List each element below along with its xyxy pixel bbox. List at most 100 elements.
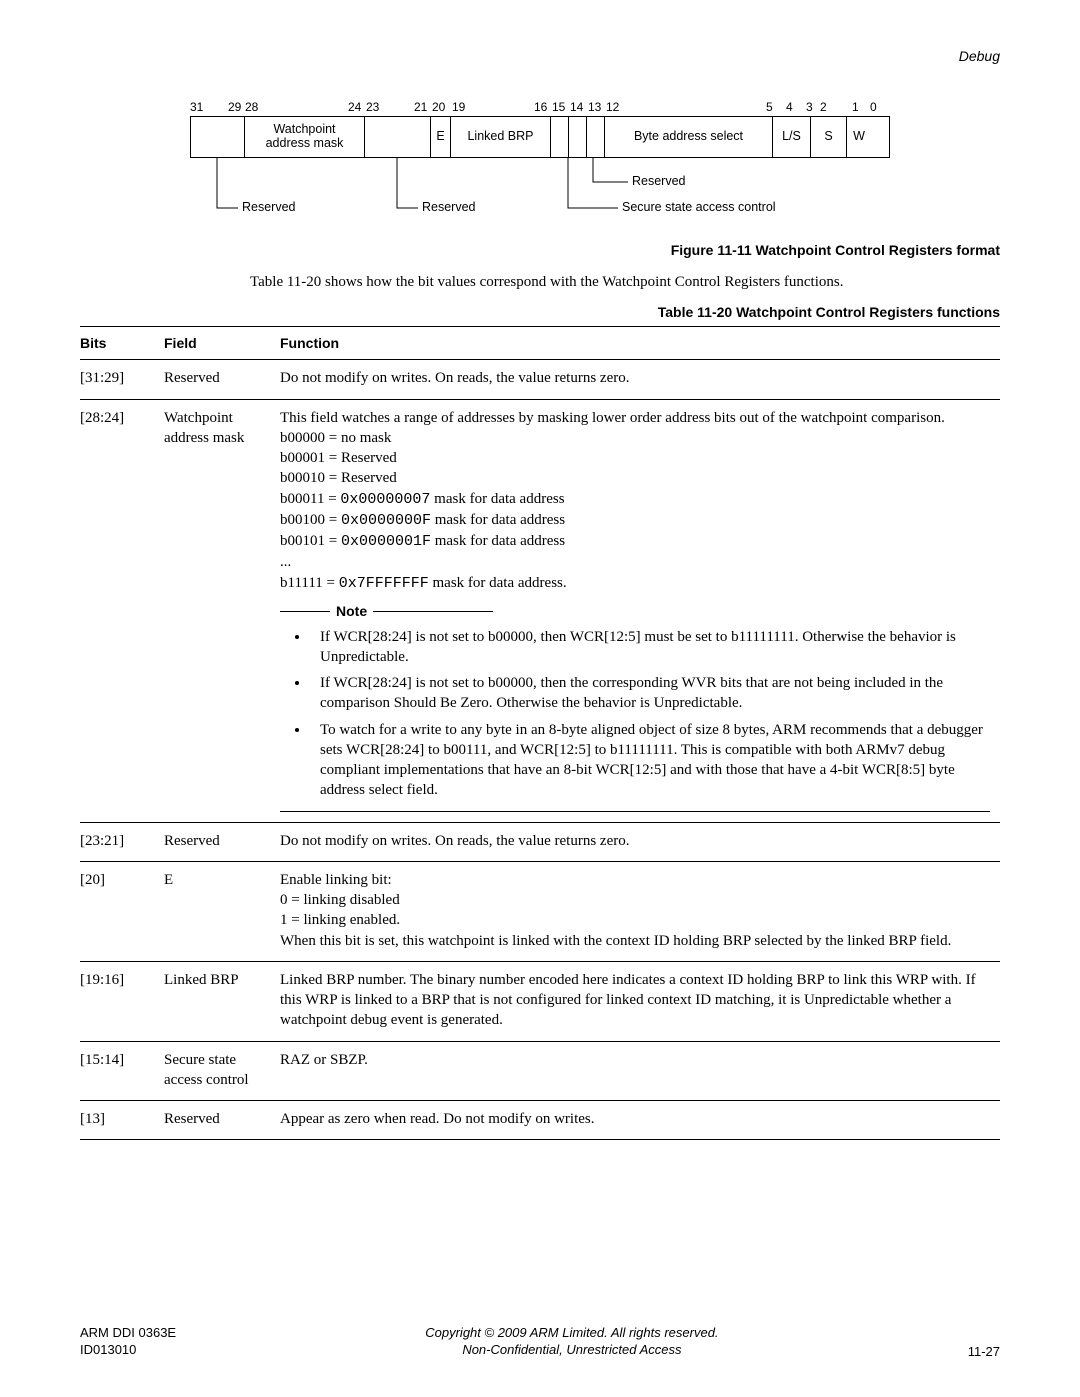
table-row: [19:16] Linked BRP Linked BRP number. Th… (80, 961, 1000, 1041)
cell-bits: [28:24] (80, 399, 164, 822)
func-line: b00001 = Reserved (280, 448, 990, 468)
footer-center: Copyright © 2009 ARM Limited. All rights… (425, 1325, 718, 1359)
note-item: To watch for a write to any byte in an 8… (310, 720, 990, 801)
bit-num: 4 (786, 100, 793, 114)
footer-id: ID013010 (80, 1342, 176, 1359)
reg-field-e: E (431, 117, 451, 157)
registers-table: Bits Field Function [31:29] Reserved Do … (80, 326, 1000, 1140)
bit-num: 5 (766, 100, 773, 114)
footer-doc-id: ARM DDI 0363E (80, 1325, 176, 1342)
register-fields-row: Watchpoint address mask E Linked BRP Byt… (190, 116, 890, 158)
figure-caption: Figure 11-11 Watchpoint Control Register… (80, 242, 1000, 258)
note-list: If WCR[28:24] is not set to b00000, then… (280, 627, 990, 801)
bit-num: 1 (852, 100, 859, 114)
table-header-row: Bits Field Function (80, 327, 1000, 360)
func-line: When this bit is set, this watchpoint is… (280, 931, 990, 951)
table-row: [23:21] Reserved Do not modify on writes… (80, 822, 1000, 861)
running-head: Debug (80, 48, 1000, 64)
footer-copyright: Copyright © 2009 ARM Limited. All rights… (425, 1325, 718, 1342)
table-row: [15:14] Secure state access control RAZ … (80, 1041, 1000, 1101)
func-ellipsis: ... (280, 552, 990, 572)
footer-left: ARM DDI 0363E ID013010 (80, 1325, 176, 1359)
callout-reserved: Reserved (422, 200, 476, 214)
bit-num: 0 (870, 100, 877, 114)
cell-bits: [19:16] (80, 961, 164, 1041)
cell-bits: [13] (80, 1101, 164, 1140)
bit-num: 19 (452, 100, 465, 114)
intro-paragraph: Table 11-20 shows how the bit values cor… (80, 272, 1000, 292)
cell-field: Linked BRP (164, 961, 280, 1041)
bit-num: 12 (606, 100, 619, 114)
reg-field-blank (365, 117, 431, 157)
bit-numbers-row: 31 29 28 24 23 21 20 19 16 15 14 13 12 5… (190, 100, 890, 116)
reg-field-byte-addr-sel: Byte address select (605, 117, 773, 157)
cell-function: This field watches a range of addresses … (280, 399, 1000, 822)
func-line: b11111 = 0x7FFFFFFF mask for data addres… (280, 573, 990, 594)
func-line: This field watches a range of addresses … (280, 408, 990, 428)
cell-function: Do not modify on writes. On reads, the v… (280, 822, 1000, 861)
note-item: If WCR[28:24] is not set to b00000, then… (310, 627, 990, 668)
cell-function: Do not modify on writes. On reads, the v… (280, 360, 1000, 399)
th-field: Field (164, 327, 280, 360)
table-caption: Table 11-20 Watchpoint Control Registers… (80, 304, 1000, 320)
cell-bits: [31:29] (80, 360, 164, 399)
cell-bits: [20] (80, 861, 164, 961)
cell-field: Reserved (164, 822, 280, 861)
cell-field: Reserved (164, 1101, 280, 1140)
footer-page-num: 11-27 (968, 1344, 1000, 1359)
cell-function: Appear as zero when read. Do not modify … (280, 1101, 1000, 1140)
func-line: b00000 = no mask (280, 428, 990, 448)
table-row: [20] E Enable linking bit: 0 = linking d… (80, 861, 1000, 961)
func-line: b00011 = 0x00000007 mask for data addres… (280, 489, 990, 510)
bit-num: 3 (806, 100, 813, 114)
bit-num: 20 (432, 100, 445, 114)
th-function: Function (280, 327, 1000, 360)
bit-num: 31 (190, 100, 203, 114)
reg-field-s: S (811, 117, 847, 157)
page-footer: ARM DDI 0363E ID013010 Copyright © 2009 … (80, 1325, 1000, 1359)
func-line: b00010 = Reserved (280, 468, 990, 488)
page: Debug 31 29 28 24 23 21 20 19 16 15 14 1… (0, 0, 1080, 1397)
cell-field: E (164, 861, 280, 961)
cell-function: RAZ or SBZP. (280, 1041, 1000, 1101)
bit-num: 28 (245, 100, 258, 114)
callout-ssac: Secure state access control (622, 200, 776, 214)
reg-field-blank (191, 117, 245, 157)
cell-field: Watchpoint address mask (164, 399, 280, 822)
reg-field-w: W (847, 117, 871, 157)
cell-function: Enable linking bit: 0 = linking disabled… (280, 861, 1000, 961)
func-line: b00100 = 0x0000000F mask for data addres… (280, 510, 990, 531)
cell-bits: [23:21] (80, 822, 164, 861)
bit-num: 15 (552, 100, 565, 114)
func-line: 1 = linking enabled. (280, 910, 990, 930)
cell-field: Reserved (164, 360, 280, 399)
bit-num: 14 (570, 100, 583, 114)
func-line: 0 = linking disabled (280, 890, 990, 910)
note-heading: Note (280, 602, 990, 621)
bit-num: 2 (820, 100, 827, 114)
note-end-rule (280, 811, 990, 812)
callout-reserved: Reserved (242, 200, 296, 214)
reg-field-blank (587, 117, 605, 157)
bit-num: 23 (366, 100, 379, 114)
reg-field-ls: L/S (773, 117, 811, 157)
func-line: b00101 = 0x0000001F mask for data addres… (280, 531, 990, 552)
note-item: If WCR[28:24] is not set to b00000, then… (310, 673, 990, 714)
footer-classification: Non-Confidential, Unrestricted Access (425, 1342, 718, 1359)
func-line: Enable linking bit: (280, 870, 990, 890)
diagram-callouts: Reserved Reserved Reserved Secure state … (190, 158, 890, 228)
reg-field-blank (569, 117, 587, 157)
table-row: [13] Reserved Appear as zero when read. … (80, 1101, 1000, 1140)
reg-field-blank (551, 117, 569, 157)
bit-num: 24 (348, 100, 361, 114)
th-bits: Bits (80, 327, 164, 360)
bit-num: 29 (228, 100, 241, 114)
cell-field: Secure state access control (164, 1041, 280, 1101)
bit-num: 16 (534, 100, 547, 114)
callout-reserved: Reserved (632, 174, 686, 188)
register-diagram: 31 29 28 24 23 21 20 19 16 15 14 13 12 5… (190, 100, 890, 228)
table-row: [31:29] Reserved Do not modify on writes… (80, 360, 1000, 399)
cell-function: Linked BRP number. The binary number enc… (280, 961, 1000, 1041)
cell-bits: [15:14] (80, 1041, 164, 1101)
reg-field-wp-addr-mask: Watchpoint address mask (245, 117, 365, 157)
